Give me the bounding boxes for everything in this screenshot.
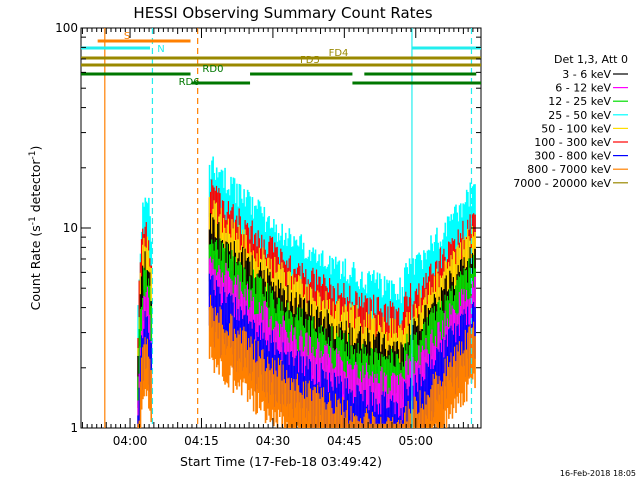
y-axis-label: Count Rate (s-1 detector-1): [28, 146, 43, 311]
legend-label: 100 - 300 keV: [534, 136, 611, 149]
legend-label: 6 - 12 keV: [555, 82, 611, 95]
flag-label: S: [124, 31, 130, 42]
legend-label: 3 - 6 keV: [562, 68, 611, 81]
legend-label: 800 - 7000 keV: [527, 163, 611, 176]
flag-label: RD0: [202, 64, 223, 75]
x-tick-label: 04:00: [113, 434, 148, 448]
y-tick-label: 10: [63, 221, 78, 235]
y-tick-label: 1: [70, 421, 78, 435]
x-tick-label: 04:15: [184, 434, 219, 448]
legend-label: 12 - 25 keV: [548, 95, 611, 108]
x-axis-ticks: 04:00 04:15 04:30 04:45 05:00: [81, 28, 479, 448]
flag-label: RD6: [179, 77, 200, 88]
x-tick-label: 04:30: [256, 434, 291, 448]
flag-label: N: [157, 44, 164, 55]
legend-label: 25 - 50 keV: [548, 109, 611, 122]
flag-label: FD4: [329, 48, 349, 59]
y-axis-ticks: 1 10 100: [55, 21, 481, 435]
legend-label: 7000 - 20000 keV: [513, 177, 611, 190]
chart-title: HESSI Observing Summary Count Rates: [133, 4, 432, 22]
x-tick-label: 05:00: [398, 434, 433, 448]
y-tick-label: 100: [55, 21, 78, 35]
vertical-markers: [104, 28, 473, 428]
legend-label: 300 - 800 keV: [534, 150, 611, 163]
data-layer: [137, 156, 476, 428]
x-tick-label: 04:45: [327, 434, 362, 448]
footer-date-stamp: 16-Feb-2018 18:05: [560, 469, 636, 478]
legend-title: Det 1,3, Att 0: [554, 53, 628, 66]
legend-label: 50 - 100 keV: [541, 122, 611, 135]
flag-label: FD5: [300, 55, 320, 66]
x-axis-label: Start Time (17-Feb-18 03:49:42): [180, 454, 382, 469]
